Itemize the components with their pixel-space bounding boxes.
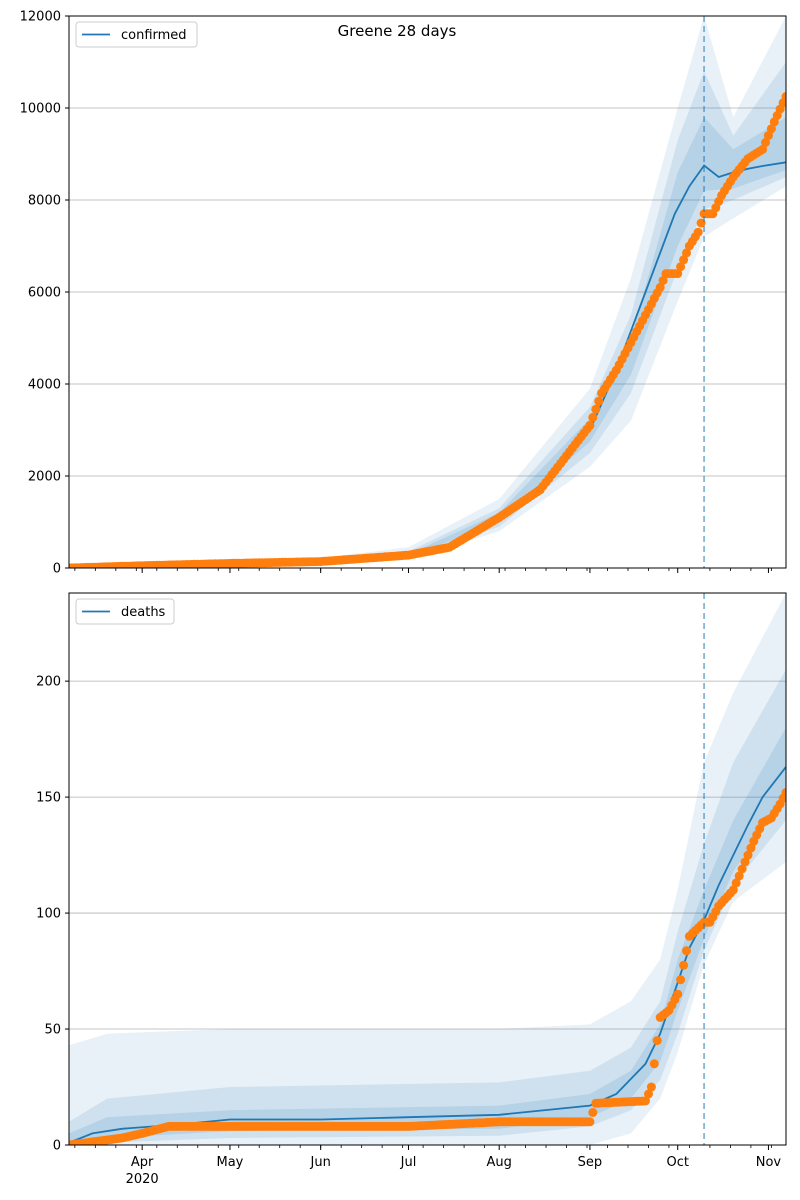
y-tick-label: 0 <box>53 562 61 577</box>
plot-area <box>69 16 786 568</box>
y-tick-label: 200 <box>36 675 61 690</box>
observed-point <box>682 946 691 956</box>
observed-point <box>693 227 703 237</box>
observed-point <box>781 92 786 101</box>
y-tick-label: 6000 <box>28 286 61 301</box>
observed-point <box>758 144 768 154</box>
y-tick-label: 4000 <box>28 378 61 393</box>
observed-point <box>652 1036 662 1046</box>
observed-point <box>591 404 601 414</box>
y-tick-label: 10000 <box>20 102 61 117</box>
plot-frame <box>68 592 787 1146</box>
y-tick-label: 100 <box>36 907 61 922</box>
legend-label: confirmed <box>121 28 187 43</box>
y-tick-label: 50 <box>44 1023 61 1038</box>
x-tick-label: Sep <box>578 1155 603 1170</box>
confidence-band <box>69 16 786 568</box>
observed-point <box>644 1089 653 1099</box>
y-tick-label: 2000 <box>28 470 61 485</box>
legend-label: deaths <box>121 605 166 620</box>
observed-point <box>676 975 686 985</box>
x-tick-label: Apr <box>131 1155 154 1170</box>
legend-box <box>75 21 198 48</box>
observed-point <box>731 878 741 888</box>
observed-point <box>658 276 668 285</box>
x-tick-label: Aug <box>487 1155 512 1170</box>
observed-point <box>682 248 691 258</box>
observed-point <box>585 1117 595 1127</box>
observed-point <box>679 960 689 970</box>
observed-point <box>676 262 686 272</box>
observed-point <box>679 255 689 265</box>
y-tick-label: 8000 <box>28 194 61 209</box>
x-tick-label: Oct <box>666 1155 688 1170</box>
observed-point <box>743 850 753 860</box>
x-tick-label: Jun <box>310 1155 331 1170</box>
chart-title: Greene 28 days <box>338 22 457 40</box>
confidence-band <box>69 117 786 568</box>
y-tick-label: 150 <box>36 791 61 806</box>
observed-point <box>588 1108 598 1117</box>
y-tick-label: 0 <box>53 1139 61 1154</box>
observed-point <box>766 124 776 134</box>
observed-point <box>655 282 665 292</box>
observed-point <box>646 1082 656 1092</box>
confidence-band <box>69 669 786 1145</box>
observed-point <box>761 138 770 147</box>
observed-point <box>781 788 786 797</box>
x-year-label: 2020 <box>126 1172 159 1187</box>
observed-point <box>673 989 683 999</box>
y-tick-label: 12000 <box>20 10 61 25</box>
legend-box <box>75 598 175 625</box>
x-tick-label: Jul <box>400 1155 417 1170</box>
observed-point <box>737 864 747 874</box>
observed-point <box>734 871 744 881</box>
panel-confirmed: 0 2000 4000 6000 8000 10000 12000 confirmed <box>20 10 787 577</box>
observed-point <box>594 396 604 406</box>
panel-deaths: 0 50 100 150 200 Apr May Jun Jul Aug Sep Oct Nov 2020… <box>36 592 787 1187</box>
observed-point <box>728 885 738 895</box>
observed-point <box>641 1096 650 1106</box>
observed-point <box>673 269 683 279</box>
observed-point <box>746 843 756 853</box>
observed-point <box>588 412 598 422</box>
observed-point <box>763 131 773 141</box>
observed-point <box>740 857 750 867</box>
plot-area <box>69 593 786 1145</box>
observed-point <box>649 1059 659 1069</box>
x-tick-label: Nov <box>756 1155 782 1170</box>
x-tick-label: May <box>217 1155 244 1170</box>
observed-point <box>585 420 595 430</box>
confidence-band <box>69 593 786 1145</box>
